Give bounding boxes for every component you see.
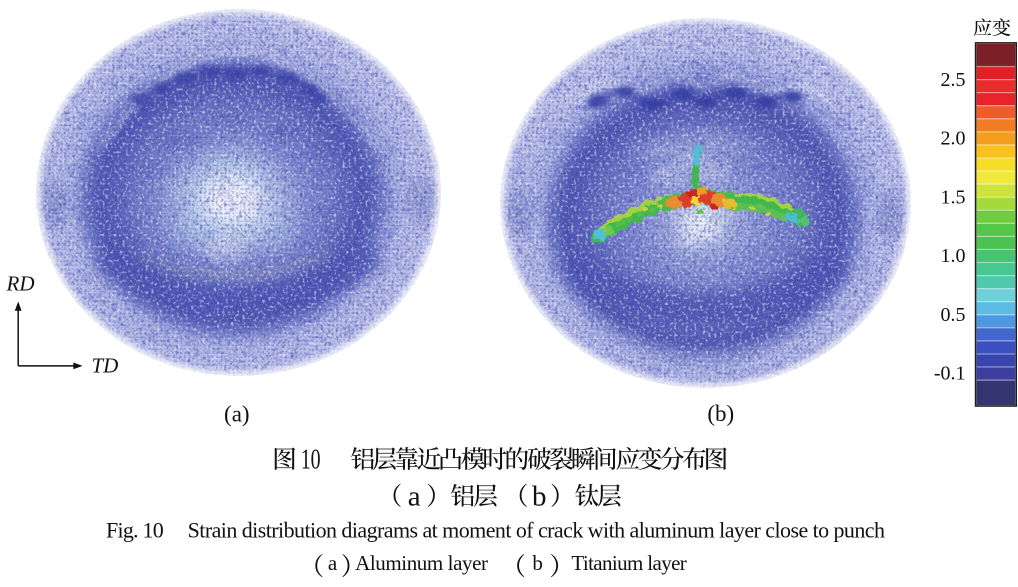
svg-text:b: b: [532, 551, 543, 575]
svg-text:1.0: 1.0: [941, 245, 966, 267]
svg-text:Fig. 10: Fig. 10: [106, 518, 164, 543]
svg-text:Strain distribution diagrams a: Strain distribution diagrams at moment o…: [188, 518, 885, 543]
svg-text:-0.1: -0.1: [934, 363, 966, 385]
svg-text:10: 10: [301, 443, 321, 475]
svg-text:RD: RD: [6, 272, 35, 296]
svg-text:1.5: 1.5: [941, 186, 966, 208]
svg-text:0.5: 0.5: [941, 304, 966, 326]
svg-text:(b): (b): [707, 401, 734, 426]
svg-text:2.5: 2.5: [941, 69, 966, 91]
svg-text:TD: TD: [92, 354, 119, 378]
svg-text:Aluminum layer: Aluminum layer: [355, 551, 488, 575]
svg-text:a: a: [408, 481, 421, 513]
svg-text:a: a: [328, 551, 338, 575]
svg-text:2.0: 2.0: [941, 128, 966, 150]
svg-text:b: b: [532, 481, 547, 513]
svg-text:(a): (a): [224, 402, 250, 427]
svg-text:Titanium layer: Titanium layer: [571, 551, 686, 575]
